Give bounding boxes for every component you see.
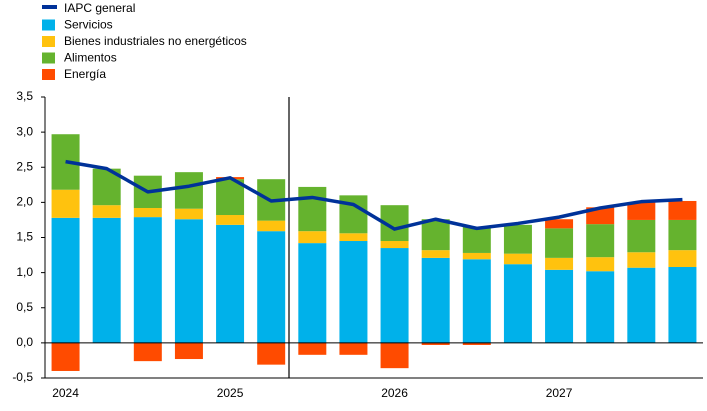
- y-tick-label: 0,5: [16, 300, 33, 314]
- bar-segment: [462, 252, 491, 260]
- bar-segment: [462, 342, 491, 345]
- bar-segment: [503, 264, 532, 343]
- bar-segment: [668, 219, 697, 251]
- bar-segment: [51, 189, 80, 218]
- x-tick-label: 2027: [546, 386, 573, 400]
- bar-segment: [174, 208, 203, 220]
- line-series: [65, 159, 683, 231]
- legend-swatch: [42, 69, 55, 80]
- bar-segment: [51, 217, 80, 343]
- bar-segment: [462, 226, 491, 253]
- bar-segment: [545, 257, 574, 270]
- y-tick-label: 2,5: [16, 159, 33, 173]
- bar-segment: [421, 250, 450, 258]
- bar-segment: [668, 250, 697, 268]
- legend-swatch: [42, 19, 55, 31]
- bar-segment: [133, 207, 162, 218]
- bar-segment: [668, 200, 697, 220]
- bar-segment: [421, 257, 450, 343]
- bar-segment: [627, 267, 656, 343]
- bar-segment: [545, 228, 574, 258]
- bar-segment: [298, 243, 327, 343]
- bar-segment: [545, 269, 574, 343]
- bar-segment: [586, 257, 615, 272]
- legend-label: Servicios: [64, 18, 113, 32]
- bar-segment: [133, 342, 162, 362]
- bar-segment: [298, 186, 327, 232]
- bar-segment: [257, 220, 286, 232]
- bar-segment: [421, 342, 450, 345]
- bar-segment: [174, 172, 203, 209]
- bar-segment: [174, 342, 203, 360]
- legend-swatch: [42, 52, 55, 64]
- legend-label: Bienes industriales no energéticos: [64, 34, 247, 48]
- y-tick-label: 3,0: [16, 124, 33, 138]
- bar-segment: [216, 215, 245, 225]
- legend-swatch: [42, 36, 55, 47]
- bar-segment: [257, 231, 286, 343]
- bar-segment: [627, 252, 656, 268]
- y-tick-label: 0,0: [16, 335, 33, 349]
- bar-segment: [51, 342, 80, 371]
- bar-segment: [462, 259, 491, 343]
- y-tick-label: 3,5: [16, 89, 33, 103]
- bar-segment: [503, 224, 532, 254]
- bar-segment: [380, 342, 409, 369]
- bar-segment: [339, 241, 368, 343]
- bar-segment: [380, 241, 409, 249]
- bar-segment: [298, 231, 327, 244]
- bar-segment: [586, 207, 615, 225]
- bar-segment: [586, 224, 615, 258]
- x-tick-label: 2025: [217, 386, 244, 400]
- y-tick-label: 2,0: [16, 195, 33, 209]
- bar-segment: [380, 248, 409, 343]
- bar-segment: [216, 179, 245, 216]
- x-tick-label: 2024: [52, 386, 79, 400]
- bar-segment: [92, 217, 121, 343]
- legend-label: IAPC general: [64, 1, 135, 15]
- legend-label: Energía: [64, 67, 106, 81]
- bar-segment: [627, 202, 656, 220]
- y-tick-label: 1,0: [16, 265, 33, 279]
- bar-segment: [503, 253, 532, 265]
- bar-segment: [133, 217, 162, 343]
- bar-segment: [92, 205, 121, 218]
- bar-segment: [174, 219, 203, 343]
- bar-segment: [339, 342, 368, 355]
- bar-segment: [298, 342, 327, 355]
- bar-segment: [216, 224, 245, 343]
- y-tick-label: -0,5: [12, 370, 33, 384]
- bar-segment: [627, 219, 656, 253]
- bar-segment: [257, 342, 286, 365]
- bar-segment: [668, 267, 697, 343]
- bar-segment: [421, 219, 450, 251]
- bar-segment: [339, 233, 368, 242]
- x-tick-label: 2026: [381, 386, 408, 400]
- y-tick-label: 1,5: [16, 230, 33, 244]
- bar-segment: [586, 271, 615, 343]
- bar-segment: [545, 219, 574, 229]
- legend-label: Alimentos: [64, 51, 117, 65]
